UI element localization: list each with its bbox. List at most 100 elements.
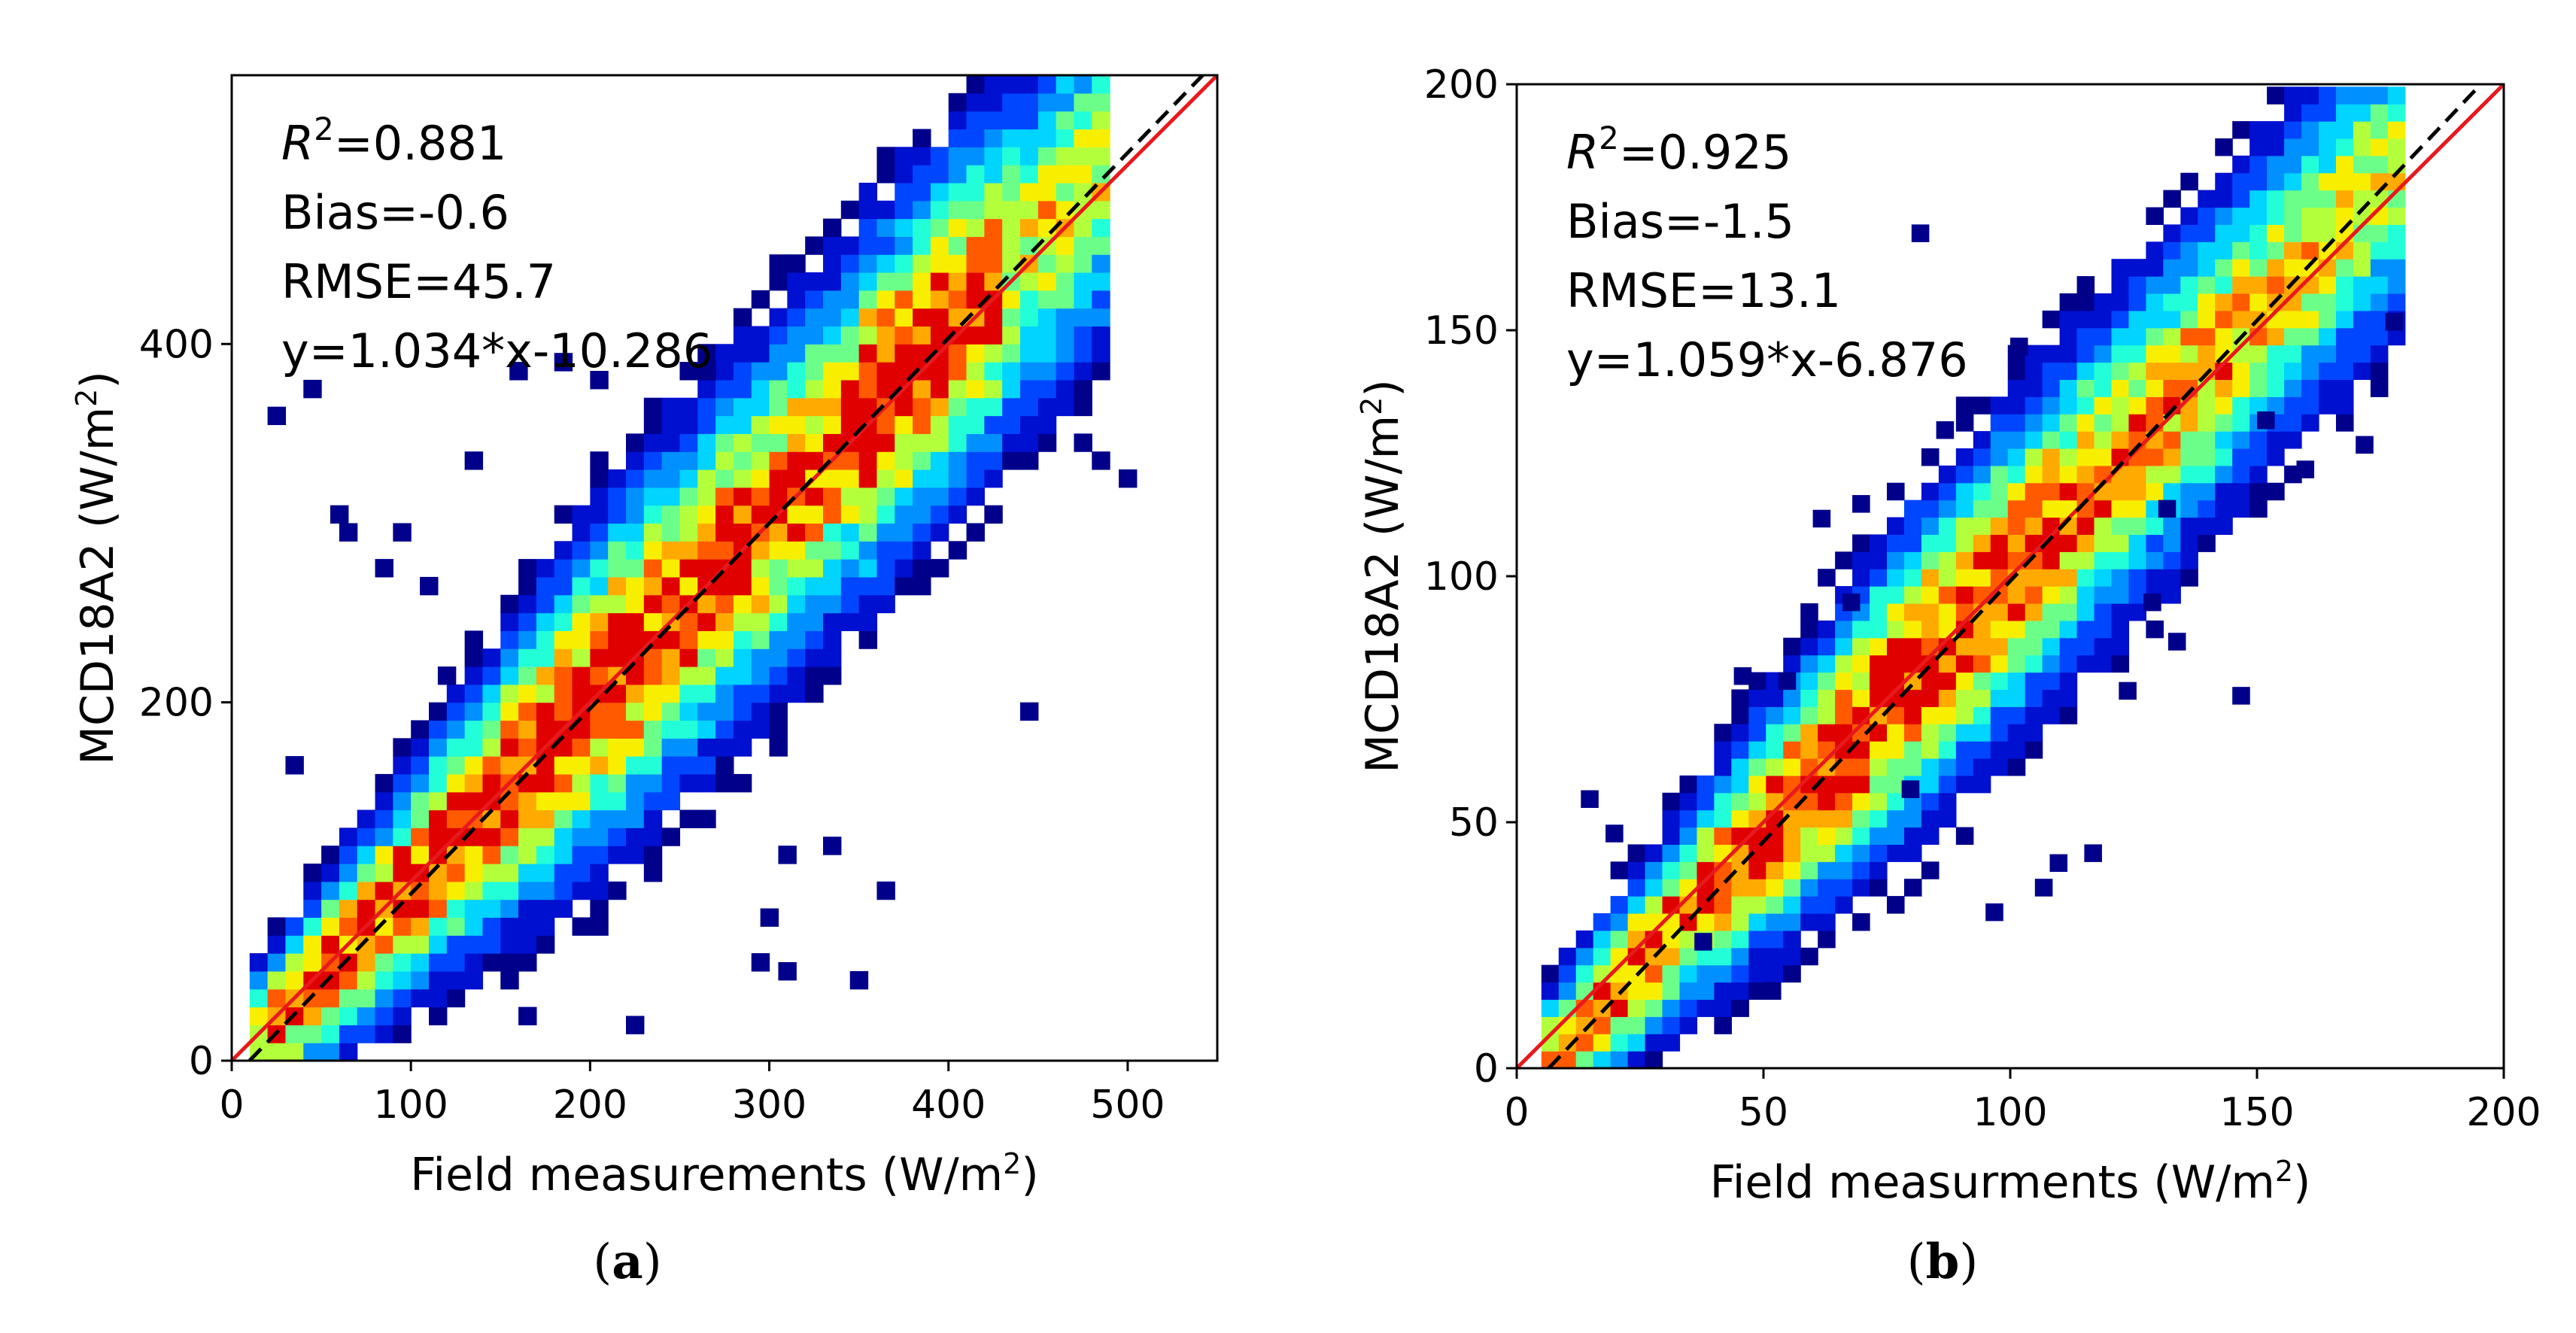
density-bin [2128,603,2146,621]
density-bin [446,899,466,919]
density-bin [2267,87,2285,105]
density-bin [1627,861,1646,879]
density-bin [913,182,931,202]
density-bin [2128,517,2146,536]
density-bin [733,415,752,434]
x-tick-label: 200 [553,1082,627,1128]
density-bin [2059,482,2078,501]
density-bin [375,791,393,811]
density-bin [608,773,627,793]
density-bin [1593,1016,1612,1034]
density-bin [2076,276,2095,294]
density-bin [966,218,985,237]
density-bin [805,415,824,434]
density-bin [2335,293,2354,311]
density-bin [2249,241,2268,260]
density-bin [2387,327,2406,346]
density-bin [1766,792,1784,811]
density-bin [697,397,716,417]
density-bin [1973,637,1991,656]
density-bin [2198,465,2216,484]
density-bin [2232,155,2250,174]
density-bin [2267,155,2285,174]
density-bin [1955,534,1974,552]
density-bin [2111,379,2130,397]
density-bin [715,487,734,506]
density-bin [1092,75,1110,94]
density-bin [1766,827,1784,846]
density-bin [411,738,430,757]
density-bin [2059,569,2078,587]
density-bin [554,702,573,721]
density-bin [464,935,484,954]
density-bin [1818,827,1836,846]
density-bin [661,433,681,452]
density-bin [1731,758,1749,776]
density-bin [554,756,573,775]
density-bin [1955,637,1974,656]
density-bin [1092,272,1110,291]
density-bin [572,864,591,882]
density-bin [787,397,806,417]
density-bin [2232,207,2250,225]
density-bin [1092,129,1110,147]
density-bin [2025,534,2043,552]
density-bin [1973,689,1991,707]
density-bin [805,612,824,631]
density-bin-sparse [303,379,322,399]
density-bin [2128,569,2146,587]
density-bin [339,827,358,846]
density-bin [876,308,895,327]
density-bin [2163,224,2181,242]
density-bin [2370,310,2389,329]
density-bin [2301,207,2319,225]
density-bin [984,397,1003,417]
density-bin [733,362,752,381]
density-bin [895,236,913,255]
density-bin [697,756,716,775]
caption-a-letter: a [612,1234,643,1290]
density-bin [984,147,1003,165]
density-bin [1800,758,1818,776]
density-bin [2232,499,2250,518]
density-bin [2094,654,2113,673]
density-bin [518,917,537,936]
density-bin [590,917,609,936]
density-bin [2042,620,2061,639]
density-bin [1020,344,1039,363]
density-bin [1731,982,1749,1001]
density-bin [2059,534,2078,552]
density-bin-sparse [1092,451,1110,470]
density-bin [1903,534,1922,552]
density-bin-sparse [1936,421,1955,439]
y-tick-label: 0 [189,1039,214,1084]
density-bin [1783,964,1801,983]
density-bin [572,791,591,811]
density-bin [1800,724,1818,742]
density-bin [2180,310,2198,329]
density-bin-sparse [1694,933,1712,951]
density-bin [1714,724,1732,742]
density-bin [1074,236,1092,255]
density-bin [1990,758,2009,776]
density-bin [2267,379,2285,397]
density-bin [1037,165,1057,184]
density-bin [1731,741,1749,759]
density-bin [2042,603,2061,621]
density-bin [1697,947,1715,966]
density-bin [1990,414,2009,432]
density-bin [321,988,340,1008]
density-bin [2059,431,2078,449]
density-bin [1714,827,1732,846]
density-bin [1731,964,1749,983]
density-bin [1610,896,1629,914]
density-bin [697,738,716,757]
density-bin [375,773,393,793]
density-bin [1020,75,1039,94]
density-bin [2007,414,2026,432]
density-bin [1903,844,1922,862]
density-bin [1870,620,1888,639]
density-bin [1766,896,1784,914]
density-bin [1558,999,1577,1017]
density-bin [913,523,931,542]
